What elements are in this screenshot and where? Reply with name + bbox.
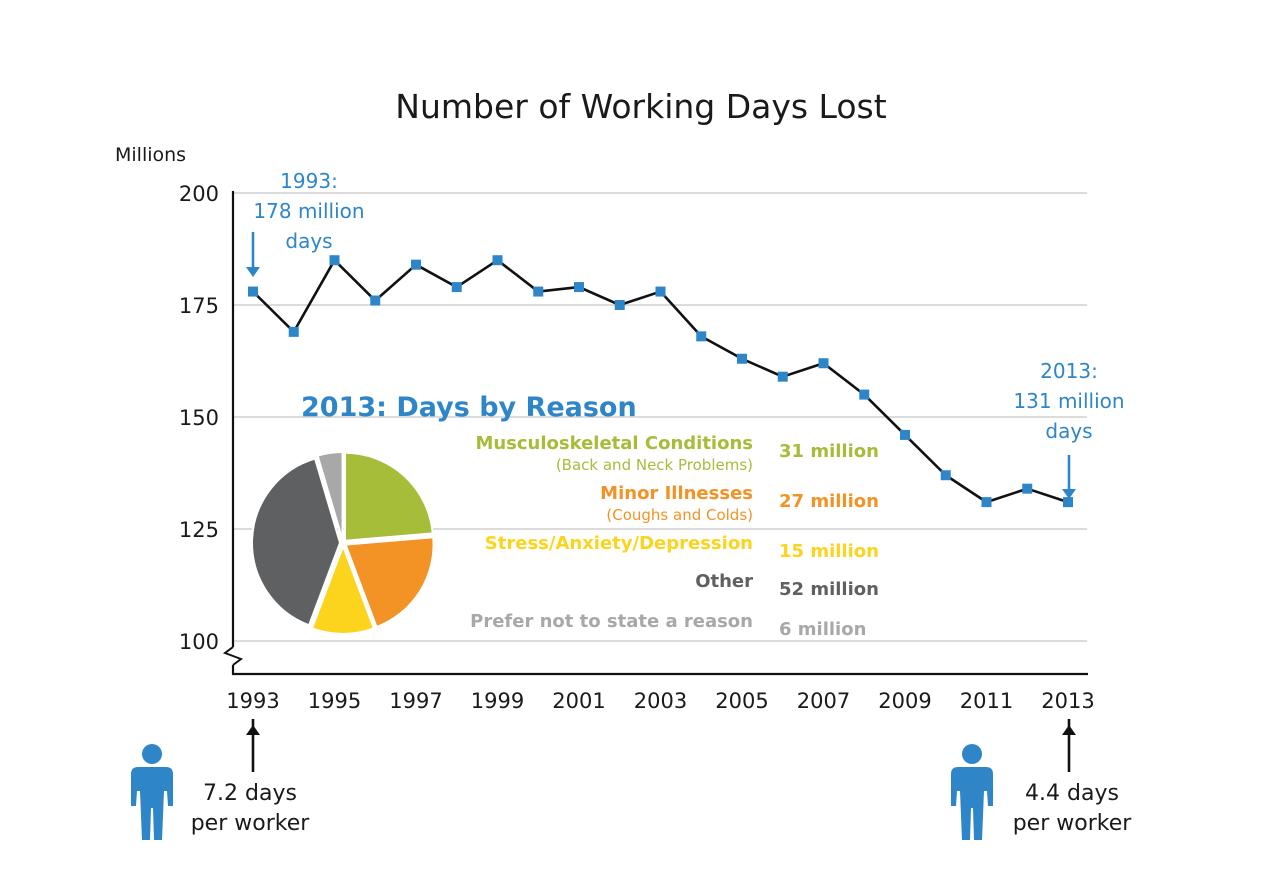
pie-slice-1 — [344, 536, 435, 629]
data-point-2001 — [574, 282, 584, 293]
data-point-2003 — [655, 286, 666, 297]
reason-sub-0: (Back and Neck Problems) — [556, 456, 753, 474]
footnote-1993-line-0: 7.2 days — [203, 781, 297, 806]
footnote-2013-line-1: per worker — [1013, 811, 1133, 836]
data-point-2011 — [981, 497, 992, 508]
x-tick-label-2005: 2005 — [715, 689, 768, 713]
annotation-arrow-2013-head — [1062, 489, 1076, 499]
annotation-1993-line-1: 178 million — [253, 199, 364, 223]
data-point-2010 — [940, 470, 951, 481]
annotation-arrow-1993-head — [246, 267, 260, 277]
data-point-2004 — [696, 331, 707, 342]
reason-value-4: 6 million — [779, 619, 866, 640]
x-tick-label-1997: 1997 — [389, 689, 442, 713]
x-tick-label-1993: 1993 — [226, 689, 279, 713]
x-tick-label-2001: 2001 — [552, 689, 605, 713]
x-tick-label-2007: 2007 — [797, 689, 850, 713]
data-point-2008 — [859, 389, 870, 400]
reason-value-1: 27 million — [779, 491, 879, 512]
data-point-2006 — [777, 371, 788, 382]
person-icon — [131, 744, 173, 840]
pie-slice-3 — [251, 457, 342, 627]
x-tick-label-2003: 2003 — [634, 689, 687, 713]
data-point-2009 — [900, 429, 910, 440]
data-point-1993 — [248, 286, 258, 297]
days-by-reason-inset: 2013: Days by Reason Musculoskeletal Con… — [251, 392, 879, 640]
reason-label-1: Minor Illnesses — [600, 483, 753, 504]
data-point-2012 — [1022, 483, 1033, 494]
pie-slice-2 — [310, 543, 376, 635]
person-icon-head — [962, 744, 982, 764]
x-tick-labels: 1993 1995 1997 1999 2001 2003 2005 2007 2009 2011… — [226, 689, 1094, 713]
data-point-1997 — [411, 259, 421, 270]
person-icon-body — [131, 767, 173, 840]
data-point-2013 — [1063, 497, 1073, 508]
reason-value-3: 52 million — [779, 579, 879, 600]
data-point-1995 — [329, 255, 340, 266]
person-icon — [951, 744, 993, 840]
data-point-2005 — [737, 353, 747, 364]
reason-label-3: Other — [695, 571, 753, 592]
footnote-arrow-1993-head — [246, 725, 260, 735]
annotation-1993-line-2: days — [285, 229, 332, 253]
annotations: 1993: 178 million days 2013: 131 million days — [246, 169, 1125, 499]
x-tick-label-2011: 2011 — [960, 689, 1013, 713]
y-axis-label: Millions — [115, 144, 186, 166]
axes — [222, 191, 1088, 676]
reason-label-2: Stress/Anxiety/Depression — [485, 533, 753, 554]
data-point-2000 — [533, 286, 544, 297]
axis-break-mark — [222, 646, 244, 666]
x-tick-label-2009: 2009 — [878, 689, 931, 713]
footnote-1993-line-1: per worker — [191, 811, 311, 836]
reason-label-0: Musculoskeletal Conditions — [475, 433, 753, 454]
pie-slice-0 — [344, 451, 434, 542]
y-tick-label-100: 100 — [179, 630, 219, 654]
x-tick-label-2013: 2013 — [1041, 689, 1094, 713]
chart-title: Number of Working Days Lost — [395, 87, 886, 126]
footnote-2013-line-0: 4.4 days — [1025, 781, 1119, 806]
y-tick-label-125: 125 — [179, 518, 219, 542]
data-point-1994 — [288, 326, 299, 337]
y-tick-label-150: 150 — [179, 406, 219, 430]
worker-footnotes: 7.2 days per worker 4.4 days per worker — [131, 719, 1132, 840]
pie-slice-4 — [316, 451, 344, 541]
data-point-2007 — [818, 358, 829, 369]
annotation-2013-line-1: 131 million — [1013, 389, 1124, 413]
annotation-1993-line-0: 1993: — [280, 169, 338, 193]
x-tick-label-1999: 1999 — [471, 689, 524, 713]
x-tick-label-1995: 1995 — [308, 689, 361, 713]
data-point-1996 — [370, 295, 381, 306]
reason-label-4: Prefer not to state a reason — [470, 611, 753, 632]
inset-title: 2013: Days by Reason — [301, 392, 637, 423]
line-series — [248, 255, 1073, 508]
reason-value-0: 31 million — [779, 441, 879, 462]
reason-sub-1: (Coughs and Colds) — [606, 506, 753, 524]
y-tick-label-200: 200 — [179, 182, 219, 206]
reason-value-2: 15 million — [779, 541, 879, 562]
y-tick-labels: 100 125 150 175 200 — [179, 182, 219, 654]
annotation-2013-line-0: 2013: — [1040, 359, 1098, 383]
data-point-1998 — [451, 282, 462, 293]
person-icon-body — [951, 767, 993, 840]
annotation-2013-line-2: days — [1045, 419, 1092, 443]
footnote-arrow-2013-head — [1062, 725, 1076, 735]
reason-pie — [251, 451, 435, 635]
y-tick-label-175: 175 — [179, 294, 219, 318]
data-point-1999 — [492, 255, 503, 266]
data-point-2002 — [614, 300, 625, 310]
person-icon-head — [142, 744, 162, 764]
reason-legend: Musculoskeletal Conditions (Back and Neck… — [470, 433, 879, 640]
